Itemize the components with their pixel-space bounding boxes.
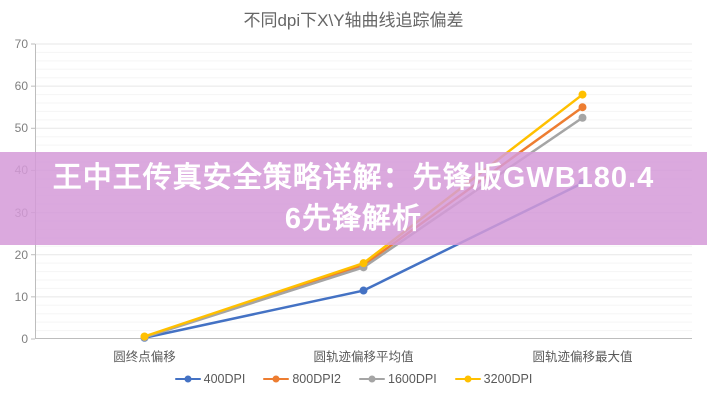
x-axis-category-label: 圆轨迹偏移平均值 — [313, 350, 414, 364]
y-axis-label: 60 — [14, 79, 28, 94]
legend-item-400dpi: 400DPI — [174, 372, 246, 386]
x-axis-category-label: 圆终点偏移 — [113, 350, 176, 364]
chart-legend: 400DPI 800DPI2 1600DPI 3200DPI — [0, 372, 707, 386]
data-point-3200dpi — [578, 90, 587, 99]
legend-dot-icon — [464, 375, 472, 383]
data-point-1600dpi — [578, 113, 587, 122]
legend-dot-icon — [184, 375, 192, 383]
data-point-800dpi2 — [578, 103, 587, 112]
promo-overlay-text-line1: 王中王传真安全策略详解：先锋版GWB180.4 — [52, 161, 655, 194]
legend-label: 800DPI2 — [292, 372, 342, 386]
data-point-400dpi — [359, 286, 368, 295]
legend-dot-icon — [272, 375, 280, 383]
legend-line-marker-icon — [359, 375, 386, 383]
y-axis-label: 70 — [14, 37, 28, 51]
data-point-3200dpi — [140, 332, 149, 341]
legend-line-marker-icon — [263, 375, 290, 383]
legend-label: 400DPI — [203, 372, 246, 386]
legend-line-marker-icon — [454, 375, 481, 383]
legend-label: 3200DPI — [483, 372, 533, 386]
legend-item-3200dpi: 3200DPI — [454, 372, 533, 386]
legend-dot-icon — [368, 375, 376, 383]
legend-line-marker-icon — [174, 375, 201, 383]
chart-title: 不同dpi下X\Y轴曲线追踪偏差 — [243, 11, 464, 30]
legend-item-1600dpi: 1600DPI — [359, 372, 437, 386]
promo-overlay-text-line2: 6先锋解析 — [284, 202, 423, 235]
promo-overlay-banner: 王中王传真安全策略详解：先锋版GWB180.4 6先锋解析 — [0, 152, 707, 245]
legend-item-800dpi2: 800DPI2 — [263, 372, 341, 386]
y-axis-label: 0 — [21, 332, 28, 346]
y-axis-label: 50 — [14, 121, 28, 136]
y-axis-label: 10 — [14, 289, 28, 304]
data-point-3200dpi — [359, 259, 368, 268]
y-axis-label: 20 — [14, 247, 28, 262]
legend-label: 1600DPI — [388, 372, 437, 386]
x-axis-category-label: 圆轨迹偏移最大值 — [532, 350, 633, 364]
